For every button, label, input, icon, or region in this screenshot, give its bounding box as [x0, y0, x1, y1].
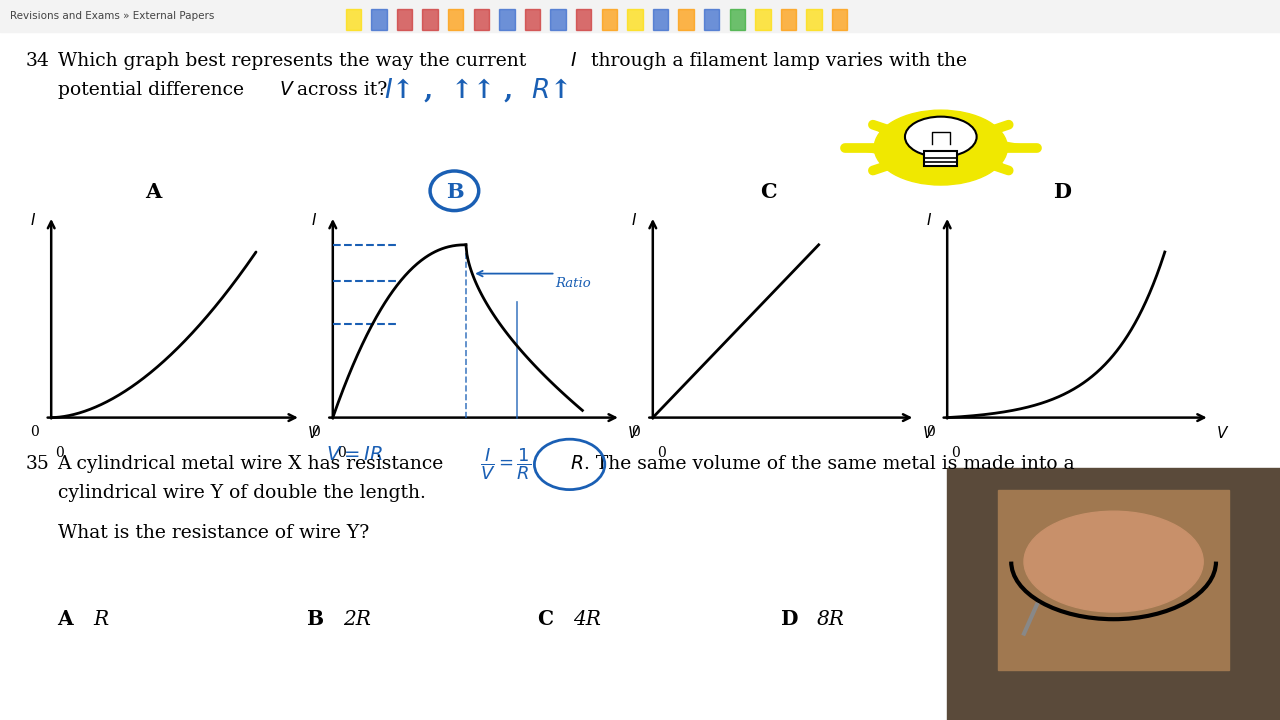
Text: R: R — [93, 610, 109, 629]
Bar — [474, 9, 489, 30]
Circle shape — [1024, 511, 1203, 612]
Text: A: A — [58, 609, 73, 629]
Text: across it?: across it? — [291, 81, 387, 99]
Polygon shape — [873, 148, 941, 171]
Text: B: B — [445, 181, 463, 202]
Text: through a filament lamp varies with the: through a filament lamp varies with the — [585, 52, 966, 70]
Text: 35: 35 — [26, 455, 50, 474]
Bar — [653, 9, 668, 30]
Text: cylindrical wire Y of double the length.: cylindrical wire Y of double the length. — [58, 484, 425, 503]
Text: . The same volume of the same metal is made into a: . The same volume of the same metal is m… — [584, 455, 1074, 474]
Text: C: C — [538, 609, 554, 629]
Text: 0: 0 — [311, 425, 320, 438]
Bar — [0, 0, 1280, 32]
Circle shape — [874, 110, 1007, 185]
Bar — [832, 9, 847, 30]
Text: $\dfrac{I}{V} = \dfrac{1}{R}$: $\dfrac{I}{V} = \dfrac{1}{R}$ — [480, 446, 531, 482]
Text: 34: 34 — [26, 52, 50, 70]
Bar — [602, 9, 617, 30]
Text: $\it{I}$: $\it{I}$ — [925, 212, 932, 228]
Text: D: D — [781, 609, 799, 629]
Text: $V = IR$: $V = IR$ — [326, 446, 383, 464]
Text: $\it{V}$: $\it{V}$ — [307, 425, 320, 441]
Bar — [525, 9, 540, 30]
Text: Revisions and Exams » External Papers: Revisions and Exams » External Papers — [10, 11, 215, 21]
Bar — [346, 9, 361, 30]
Text: 0: 0 — [925, 425, 934, 438]
Bar — [499, 9, 515, 30]
Text: D: D — [1053, 181, 1071, 202]
Bar — [550, 9, 566, 30]
Polygon shape — [873, 125, 941, 148]
Text: $\it{V}$: $\it{V}$ — [627, 425, 640, 441]
Text: Ratio: Ratio — [556, 277, 591, 290]
Bar — [576, 9, 591, 30]
Text: $\it{R}$: $\it{R}$ — [570, 455, 582, 474]
Bar — [448, 9, 463, 30]
Text: $\it{I}$: $\it{I}$ — [570, 52, 576, 70]
Text: A cylindrical metal wire X has resistance: A cylindrical metal wire X has resistanc… — [58, 455, 449, 474]
Text: $\it{I}$: $\it{I}$ — [29, 212, 36, 228]
Text: 0: 0 — [631, 425, 640, 438]
Bar — [678, 9, 694, 30]
Text: $\it{I}$: $\it{I}$ — [631, 212, 637, 228]
Bar — [781, 9, 796, 30]
Bar — [422, 9, 438, 30]
Circle shape — [905, 117, 977, 157]
Text: 0: 0 — [337, 446, 346, 460]
Text: 0: 0 — [951, 446, 960, 460]
Polygon shape — [941, 148, 963, 180]
Text: $\it{V}$: $\it{V}$ — [1216, 425, 1229, 441]
Bar — [806, 9, 822, 30]
Text: 0: 0 — [657, 446, 666, 460]
Text: 0: 0 — [29, 425, 38, 438]
Bar — [947, 468, 1280, 720]
Text: $\it{I}$: $\it{I}$ — [311, 212, 317, 228]
Bar — [704, 9, 719, 30]
Bar — [730, 9, 745, 30]
Text: 4R: 4R — [573, 610, 602, 629]
Bar — [397, 9, 412, 30]
Bar — [755, 9, 771, 30]
Text: Which graph best represents the way the current: Which graph best represents the way the … — [58, 52, 532, 70]
Text: B: B — [307, 609, 324, 629]
Bar — [924, 151, 957, 166]
Polygon shape — [941, 140, 1037, 148]
Text: $\mathit{I}$↑ ,  ↑↑ ,  $\mathit{R}$↑: $\mathit{I}$↑ , ↑↑ , $\mathit{R}$↑ — [384, 76, 568, 104]
Text: 0: 0 — [55, 446, 64, 460]
Text: C: C — [760, 181, 776, 202]
Polygon shape — [941, 148, 1009, 171]
Bar — [371, 9, 387, 30]
Text: A: A — [146, 181, 161, 202]
Text: $\it{V}$: $\it{V}$ — [279, 81, 294, 99]
Text: 8R: 8R — [817, 610, 845, 629]
Text: $\it{V}$: $\it{V}$ — [922, 425, 934, 441]
Text: What is the resistance of wire Y?: What is the resistance of wire Y? — [58, 524, 369, 541]
Polygon shape — [919, 115, 941, 148]
Text: 2R: 2R — [343, 610, 371, 629]
Bar — [998, 490, 1229, 670]
Polygon shape — [941, 125, 1009, 148]
Bar — [627, 9, 643, 30]
Text: potential difference: potential difference — [58, 81, 250, 99]
Polygon shape — [845, 148, 941, 155]
